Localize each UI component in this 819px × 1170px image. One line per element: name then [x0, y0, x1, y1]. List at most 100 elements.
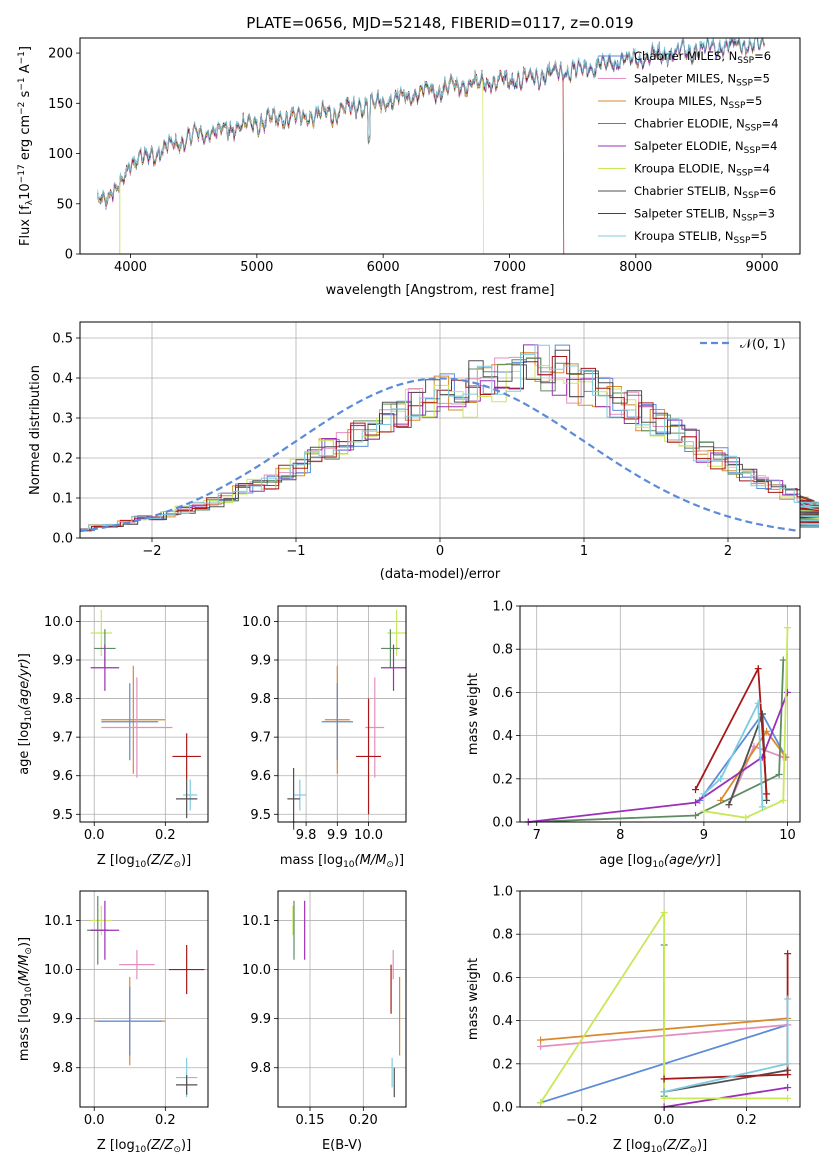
- x-tick-label: 0: [436, 544, 444, 559]
- legend: Chabrier MILES, NSSP​=6 Salpeter MILES, N…: [598, 49, 779, 246]
- x-axis-label: age [log10​(age/yr)]: [599, 853, 721, 870]
- x-tick-label: −0.2: [566, 1113, 598, 1128]
- y-tick-label: 200: [48, 47, 73, 62]
- legend-label: Chabrier STELIB, NSSP​=6: [634, 184, 776, 201]
- x-axis-label: E(B-V): [322, 1138, 362, 1153]
- y-tick-label: 0: [65, 248, 73, 263]
- x-tick-label: 0.0: [84, 828, 105, 843]
- x-axis-label: wavelength [Angstrom, rest frame]: [326, 283, 555, 298]
- y-tick-label: 0.4: [492, 729, 513, 744]
- label-script: −17: [17, 164, 27, 183]
- label-part: s: [18, 90, 33, 101]
- axes-frame: [79, 605, 209, 823]
- y-tick-label: 100: [48, 147, 73, 162]
- label-script: 10: [651, 1145, 663, 1155]
- label-part: =6: [754, 49, 771, 63]
- axes-frame: [519, 605, 801, 823]
- weight-line-4: [663, 1086, 788, 1108]
- label-part: (M/M: [17, 955, 32, 987]
- weight-line-2: [719, 729, 787, 801]
- y-tick-label: 9.7: [52, 731, 73, 746]
- spectrum-line-8: [97, 36, 765, 205]
- y-tick-label: 9.8: [250, 1061, 271, 1076]
- label-script: ⊙: [24, 947, 34, 955]
- label-part: (M/M: [355, 853, 387, 868]
- x-tick-label: 5000: [240, 260, 273, 275]
- x-tick-label: −1: [286, 544, 305, 559]
- label-part: =5: [745, 94, 762, 108]
- label-script: SSP: [744, 146, 761, 156]
- y-tick-label: 9.7: [250, 731, 271, 746]
- y-tick-label: 0.4: [492, 1014, 513, 1029]
- x-tick-label: 0.15: [296, 1113, 325, 1128]
- y-tick-label: 10.1: [242, 914, 271, 929]
- legend-label: Salpeter MILES, NSSP​=5: [634, 72, 770, 89]
- label-part: =4: [762, 117, 779, 131]
- y-tick-label: 9.6: [52, 769, 73, 784]
- legend-label: Kroupa ELODIE, NSSP​=4: [634, 162, 770, 179]
- label-script: 10: [135, 860, 147, 870]
- x-tick-label: 0.2: [736, 1113, 757, 1128]
- label-script: SSP: [742, 191, 759, 201]
- x-tick-label: 9: [700, 828, 708, 843]
- y-tick-label: 0.3: [52, 412, 73, 427]
- histogram-6: [80, 349, 819, 530]
- label-part: (Z/Z: [146, 1138, 174, 1153]
- y-tick-label: 9.8: [250, 692, 271, 707]
- y-tick-label: 0.1: [52, 492, 73, 507]
- y-tick-label: 150: [48, 97, 73, 112]
- y-tick-label: 0.4: [52, 372, 73, 387]
- x-tick-label: 6000: [367, 260, 400, 275]
- axes-frame: [277, 890, 407, 1108]
- x-tick-label: 10.0: [354, 828, 383, 843]
- y-tick-label: 9.9: [52, 654, 73, 669]
- y-tick-label: 9.9: [52, 1012, 73, 1027]
- legend-label: 𝒩(0, 1): [740, 336, 786, 351]
- y-axis-label: mass [log10​(M/M⊙​)]: [17, 937, 34, 1061]
- y-tick-label: 9.8: [52, 692, 73, 707]
- x-tick-label: 0.2: [155, 1113, 176, 1128]
- legend-label: Salpeter ELODIE, NSSP​=4: [634, 139, 777, 156]
- x-axis-label: Z [log10​(Z/Z⊙​)]: [613, 1138, 707, 1155]
- chart-mass-weight-vs-metallicity: −0.2 0.0 0.2 0.0 0.2 0.4 0.6 0.8 1.0 Z [log10​(Z/…: [466, 885, 801, 1155]
- label-part: =4: [753, 162, 770, 176]
- chart-mass-vs-metallicity: 0.0 0.2 9.8 9.9 10.0 10.1 Z [log10​(Z/Z⊙​)] mas…: [17, 890, 209, 1155]
- x-tick-label: 7: [533, 828, 541, 843]
- y-axis-label: Normed distribution: [28, 365, 43, 495]
- y-tick-label: 0.6: [492, 686, 513, 701]
- y-tick-label: 0.2: [492, 772, 513, 787]
- y-axis-label: mass weight: [466, 673, 481, 755]
- legend-label: Kroupa STELIB, NSSP​=5: [634, 229, 767, 246]
- figure-title: PLATE=0656, MJD=52148, FIBERID=0117, z=0…: [246, 14, 633, 32]
- label-script: SSP: [745, 124, 762, 134]
- y-tick-label: 0.8: [492, 928, 513, 943]
- x-tick-label: 1: [580, 544, 588, 559]
- x-tick-label: 8000: [619, 260, 652, 275]
- histogram-7: [80, 356, 819, 532]
- weight-line-7: [664, 953, 789, 1080]
- y-tick-label: 9.9: [250, 1012, 271, 1027]
- label-script: ⊙: [689, 1145, 697, 1155]
- chart-mass-weight-vs-age: 7 8 9 10 0.0 0.2 0.4 0.6 0.8 1.0 age [log10​(age/y…: [466, 600, 801, 870]
- y-tick-label: 0.6: [492, 971, 513, 986]
- x-tick-label: 0.20: [349, 1113, 378, 1128]
- label-part: ]: [18, 46, 33, 51]
- x-tick-label: 0.2: [155, 828, 176, 843]
- chart-age-vs-metallicity: 0.0 0.2 9.5 9.6 9.7 9.8 9.9 10.0 Z [log10​(Z/Z⊙​…: [17, 605, 209, 870]
- weight-line-4: [528, 692, 789, 823]
- chart-spectrum: 4000 5000 6000 7000 8000 9000 0 50 100 150 200 Chab…: [17, 36, 801, 298]
- y-tick-label: 10.0: [44, 963, 73, 978]
- label-script: ⊙: [173, 860, 181, 870]
- label-part: =6: [759, 184, 776, 198]
- x-tick-label: 9.9: [327, 828, 348, 843]
- label-part: )]: [394, 853, 404, 868]
- label-script: −2: [17, 102, 27, 115]
- label-script: SSP: [729, 101, 746, 111]
- label-part: =5: [753, 72, 770, 86]
- label-part: A: [18, 64, 33, 77]
- label-script: ⊙: [386, 860, 394, 870]
- label-part: =5: [750, 229, 767, 243]
- y-tick-label: 0.0: [52, 532, 73, 547]
